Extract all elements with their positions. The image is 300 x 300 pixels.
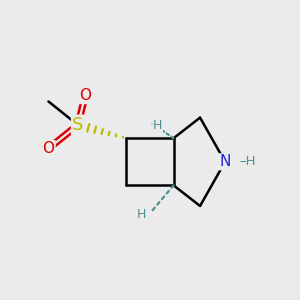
Text: N: N <box>219 154 231 169</box>
Text: H: H <box>153 119 162 132</box>
Text: O: O <box>79 88 91 103</box>
Text: S: S <box>72 116 83 134</box>
Text: O: O <box>79 88 91 103</box>
Text: –H: –H <box>240 155 256 168</box>
Text: O: O <box>42 141 54 156</box>
Text: S: S <box>72 116 83 134</box>
Text: O: O <box>42 141 54 156</box>
Text: H: H <box>137 208 146 221</box>
